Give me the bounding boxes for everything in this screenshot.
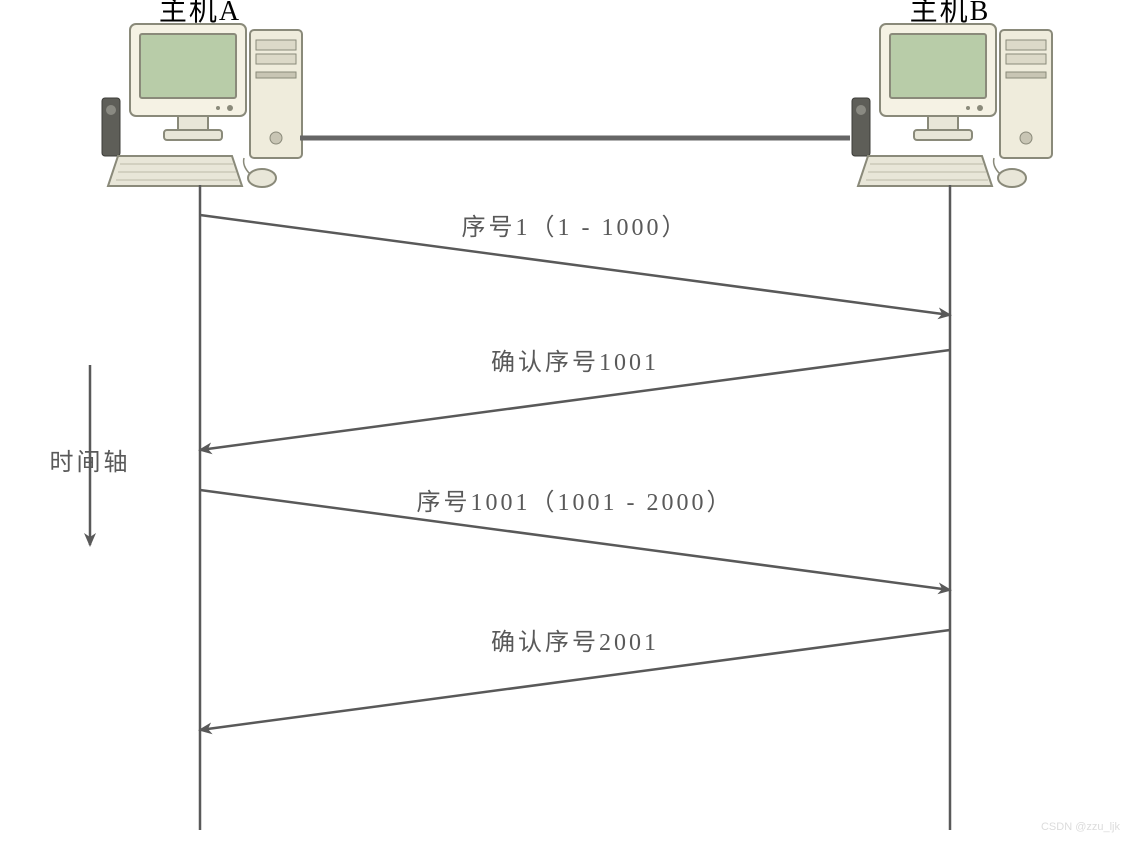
messages-group: 序号1（1 - 1000） 确认序号1001 序号1001（1001 - 2000）… (200, 214, 950, 730)
host-b-computer-icon (852, 24, 1052, 187)
message-label-3: 确认序号2001 (491, 629, 659, 656)
host-a-label: 主机A (159, 0, 241, 27)
host-b-label: 主机B (910, 0, 991, 27)
message-label-1: 确认序号1001 (491, 349, 659, 376)
watermark-text: CSDN @zzu_ljk (1041, 821, 1121, 833)
host-a-computer-icon (102, 24, 302, 187)
message-label-0: 序号1（1 - 1000） (462, 214, 689, 241)
message-label-2: 序号1001（1001 - 2000） (417, 489, 734, 516)
